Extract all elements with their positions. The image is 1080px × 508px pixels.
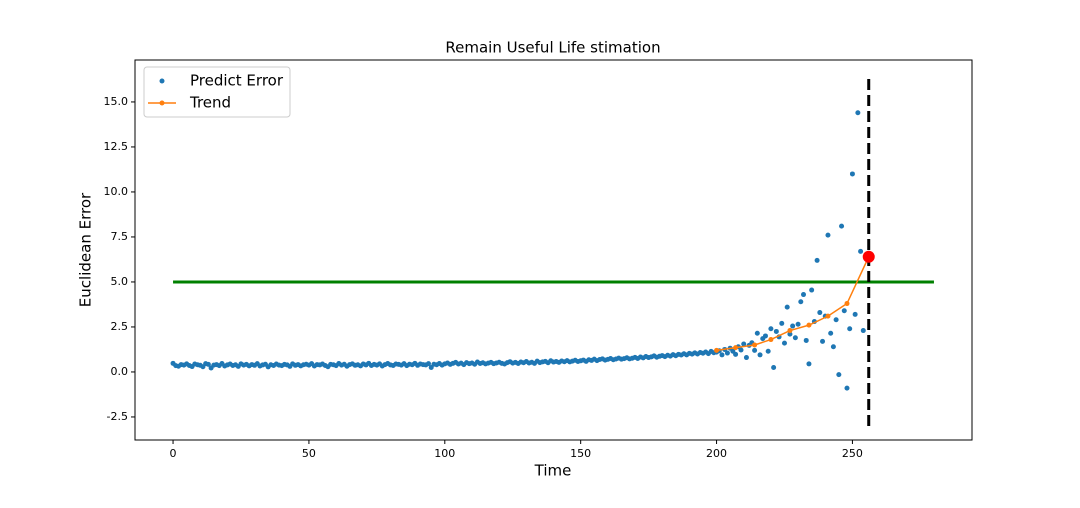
data-point	[860, 328, 866, 334]
data-point	[425, 361, 431, 367]
y-tick-label: 15.0	[104, 95, 129, 108]
data-point	[741, 341, 747, 347]
data-point	[733, 351, 739, 357]
data-point	[773, 328, 779, 334]
data-point	[792, 335, 798, 341]
data-point	[814, 257, 820, 263]
data-point	[830, 344, 836, 350]
trend-point	[768, 337, 774, 343]
data-point	[768, 326, 774, 332]
y-axis-title: Euclidean Error	[77, 192, 95, 307]
data-point	[724, 350, 730, 356]
data-point	[784, 304, 790, 310]
y-tick-label: 7.5	[111, 230, 129, 243]
data-point	[806, 361, 812, 367]
trend-point	[714, 347, 720, 353]
data-point	[795, 321, 801, 327]
data-point	[790, 323, 796, 329]
y-tick-label: -2.5	[107, 410, 128, 423]
data-point	[743, 355, 749, 361]
y-tick-label: 10.0	[104, 185, 129, 198]
data-point	[836, 372, 842, 378]
y-tick-label: 12.5	[104, 140, 129, 153]
y-tick-label: 0.0	[111, 365, 129, 378]
legend-marker	[159, 78, 165, 84]
data-point	[852, 311, 858, 317]
data-point	[752, 347, 758, 353]
data-point	[781, 340, 787, 346]
data-point	[841, 308, 847, 314]
data-point	[765, 348, 771, 354]
plot-content	[170, 78, 934, 426]
x-tick-label: 150	[570, 447, 591, 460]
legend-label: Trend	[189, 94, 231, 112]
data-point	[801, 292, 807, 298]
data-point	[833, 317, 839, 323]
data-point	[771, 364, 777, 370]
data-point	[719, 352, 725, 358]
data-point	[849, 171, 855, 177]
data-point	[839, 223, 845, 229]
y-tick-label: 2.5	[111, 320, 129, 333]
x-tick-label: 100	[434, 447, 455, 460]
data-point	[738, 347, 744, 353]
x-tick-label: 200	[706, 447, 727, 460]
plot-area	[134, 59, 973, 441]
data-point	[817, 310, 823, 316]
data-point	[828, 330, 834, 336]
x-tick-label: 250	[842, 447, 863, 460]
data-point	[858, 248, 864, 254]
x-tick-label: 50	[302, 447, 316, 460]
data-point	[798, 299, 804, 305]
legend-box	[143, 66, 291, 118]
data-point	[803, 337, 809, 343]
trend-point	[806, 322, 812, 328]
x-axis-title: Time	[534, 462, 572, 480]
data-point	[757, 352, 763, 358]
trend-point	[752, 342, 758, 348]
data-point	[855, 110, 861, 116]
data-point	[779, 320, 785, 326]
trend-point	[733, 345, 739, 351]
chart-title: Remain Useful Life stimation	[445, 39, 660, 57]
data-point	[825, 232, 831, 238]
trend-point	[787, 328, 793, 334]
data-point	[787, 331, 793, 337]
y-tick-label: 5.0	[111, 275, 129, 288]
data-point	[205, 361, 211, 367]
data-point	[809, 287, 815, 293]
trend-point	[844, 301, 850, 307]
legend-label: Predict Error	[190, 72, 284, 90]
data-point	[847, 326, 853, 332]
legend-marker	[159, 100, 165, 106]
data-point	[754, 330, 760, 336]
data-point	[844, 385, 850, 391]
failure-point	[862, 250, 875, 263]
data-point	[762, 333, 768, 339]
data-point	[820, 338, 826, 344]
x-tick-label: 0	[170, 447, 177, 460]
trend-point	[825, 313, 831, 319]
